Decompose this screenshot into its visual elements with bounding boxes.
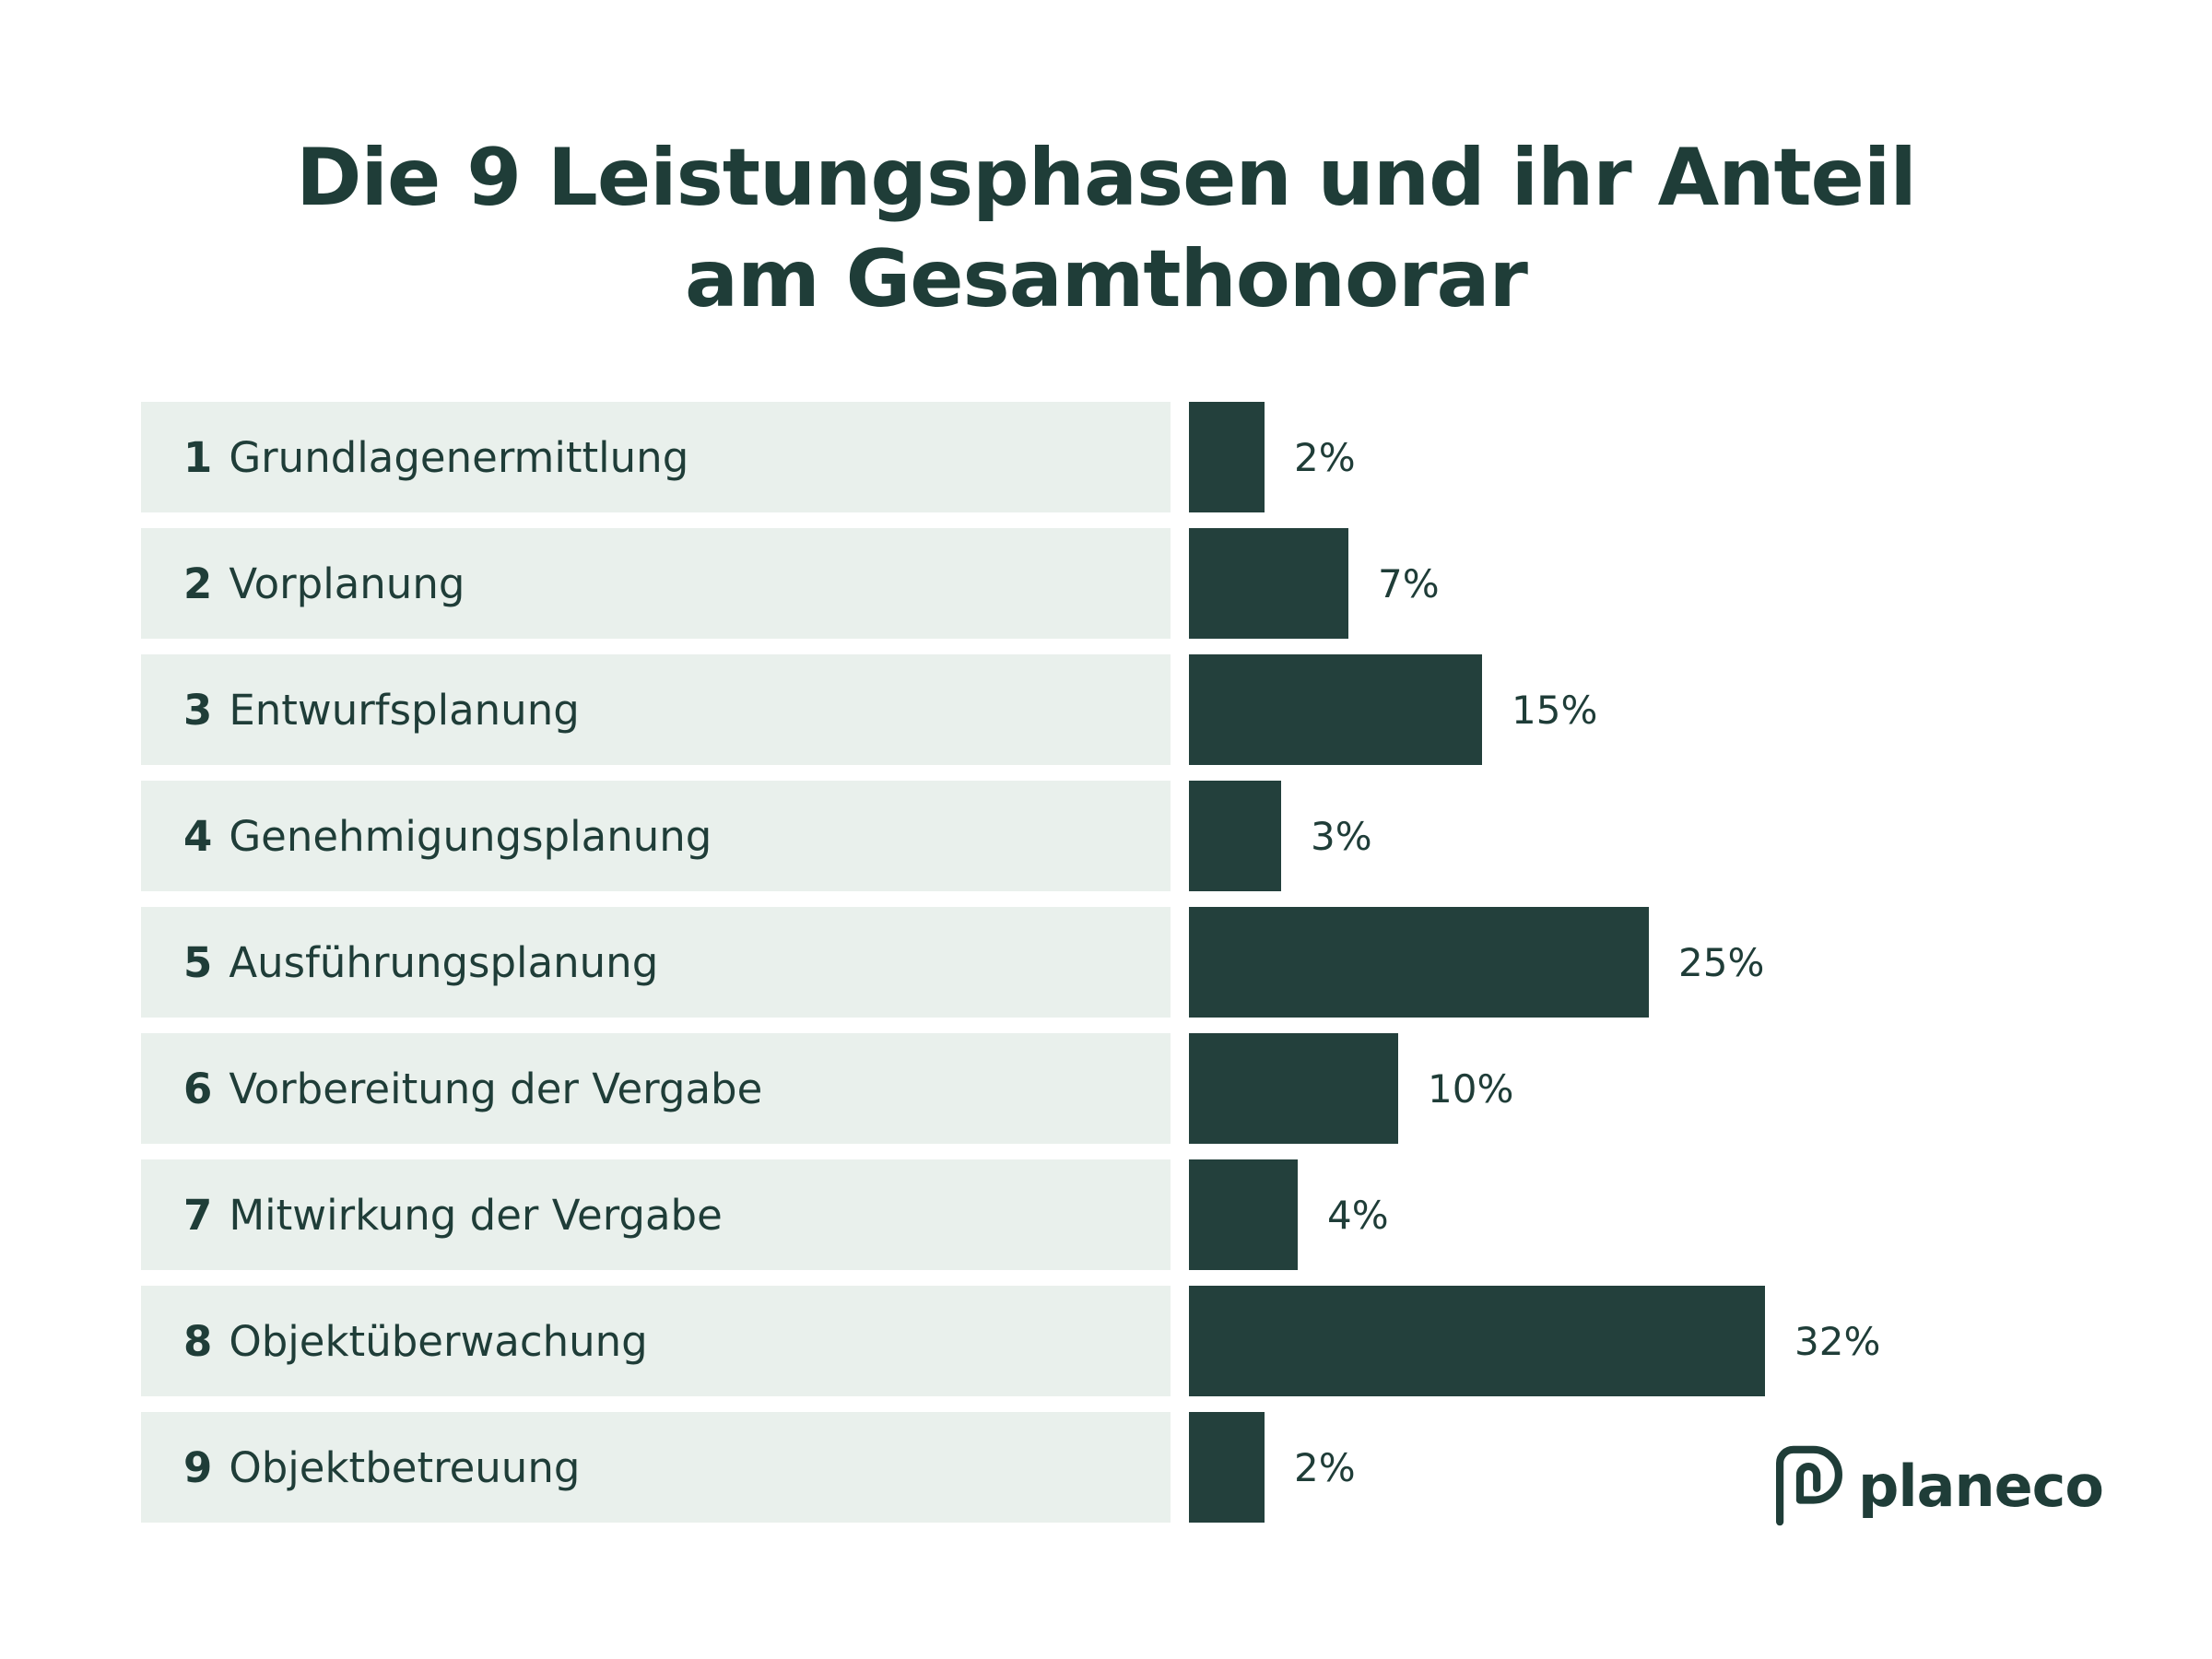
bar-1: [1189, 402, 1265, 512]
phase-number: 1: [183, 432, 213, 482]
value-label-5: 25%: [1678, 939, 1765, 985]
bar-2: [1189, 528, 1348, 639]
phase-number: 9: [183, 1442, 213, 1492]
phase-name: Objektbetreuung: [229, 1442, 581, 1492]
bar-3: [1189, 654, 1482, 765]
phase-name: Entwurfsplanung: [229, 685, 580, 735]
phase-number: 3: [183, 685, 213, 735]
phase-number: 4: [183, 811, 213, 861]
value-label-9: 2%: [1294, 1444, 1356, 1490]
bar-7: [1189, 1159, 1298, 1270]
phase-number: 6: [183, 1064, 213, 1113]
phase-label-4: 4 Genehmigungsplanung: [141, 781, 1171, 891]
phase-name: Genehmigungsplanung: [229, 811, 712, 861]
phase-number: 8: [183, 1316, 213, 1366]
phase-label-2: 2 Vorplanung: [141, 528, 1171, 639]
chart-title-line-1: Die 9 Leistungsphasen und ihr Anteil: [296, 132, 1917, 224]
bar-9: [1189, 1412, 1265, 1523]
phase-label-8: 8 Objektüberwachung: [141, 1286, 1171, 1396]
value-label-3: 15%: [1512, 687, 1598, 733]
phase-label-1: 1 Grundlagenermittlung: [141, 402, 1171, 512]
value-label-1: 2%: [1294, 434, 1356, 480]
phase-name: Ausführungsplanung: [229, 937, 659, 987]
phase-number: 7: [183, 1190, 213, 1240]
chart-title-line-2: am Gesamthonorar: [685, 233, 1528, 325]
value-label-8: 32%: [1794, 1318, 1881, 1364]
bar-5: [1189, 907, 1649, 1018]
brand-logo: planeco: [1771, 1440, 2104, 1532]
planeco-logo-icon: [1776, 1445, 1842, 1526]
bar-8: [1189, 1286, 1765, 1396]
bar-4: [1189, 781, 1281, 891]
phase-label-6: 6 Vorbereitung der Vergabe: [141, 1033, 1171, 1144]
phase-number: 5: [183, 937, 213, 987]
chart-title: Die 9 Leistungsphasen und ihr Anteil am …: [0, 127, 2212, 330]
phase-label-7: 7 Mitwirkung der Vergabe: [141, 1159, 1171, 1270]
phase-label-3: 3 Entwurfsplanung: [141, 654, 1171, 765]
phase-label-9: 9 Objektbetreuung: [141, 1412, 1171, 1523]
value-label-4: 3%: [1311, 813, 1372, 859]
value-label-7: 4%: [1327, 1192, 1389, 1238]
value-label-6: 10%: [1428, 1065, 1514, 1112]
phase-label-5: 5 Ausführungsplanung: [141, 907, 1171, 1018]
phase-name: Grundlagenermittlung: [229, 432, 689, 482]
phase-name: Vorplanung: [229, 559, 465, 608]
bar-6: [1189, 1033, 1398, 1144]
phase-name: Objektüberwachung: [229, 1316, 648, 1366]
phase-name: Mitwirkung der Vergabe: [229, 1190, 723, 1240]
brand-name: planeco: [1857, 1452, 2104, 1520]
value-label-2: 7%: [1378, 560, 1440, 606]
phase-name: Vorbereitung der Vergabe: [229, 1064, 763, 1113]
phase-number: 2: [183, 559, 213, 608]
